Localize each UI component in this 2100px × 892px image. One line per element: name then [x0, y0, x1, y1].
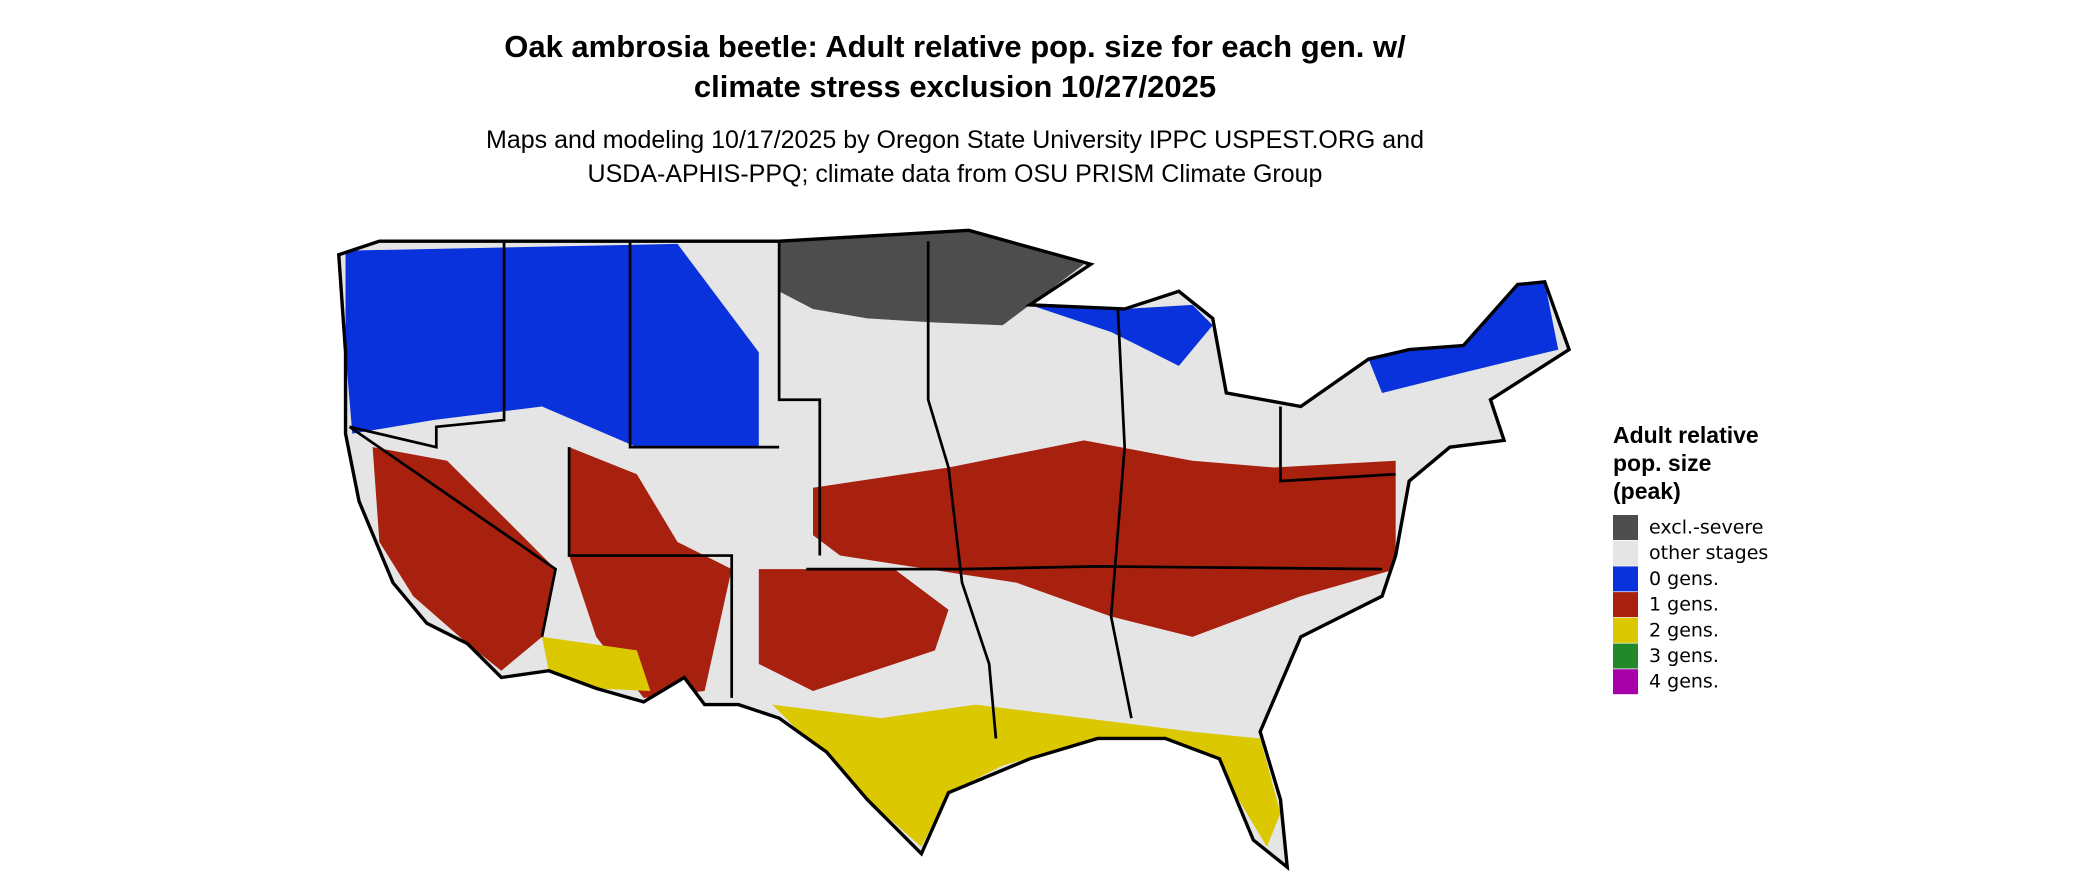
legend-title: (peak): [1613, 478, 1681, 504]
legend-label: 0 gens.: [1649, 568, 1719, 590]
legend-swatch: [1613, 566, 1638, 592]
state-lines: [348, 241, 1396, 739]
region: [372, 447, 556, 671]
region: [813, 440, 1396, 637]
region: [1029, 304, 1213, 366]
legend-label: 4 gens.: [1649, 671, 1719, 693]
legend-swatch: [1613, 617, 1638, 643]
region: [758, 569, 949, 692]
legend-label: excl.-severe: [1649, 517, 1764, 539]
legend-swatch: [1613, 669, 1638, 695]
legend-label: other stages: [1649, 542, 1768, 564]
country-outline: [336, 228, 1572, 872]
region: [569, 447, 732, 698]
legend-label: 1 gens.: [1649, 594, 1719, 616]
legend-title: Adult relative: [1613, 422, 1759, 448]
legend-title: pop. size: [1613, 450, 1711, 476]
legend-swatch: [1613, 592, 1638, 618]
legend: Adult relative pop. size (peak) excl.-se…: [1613, 422, 1768, 695]
region: [1368, 281, 1559, 393]
legend-swatch: [1613, 540, 1638, 566]
map: [336, 228, 1572, 872]
region: [345, 243, 759, 448]
region: [779, 230, 1084, 326]
subtitle: USDA-APHIS-PPQ; climate data from OSU PR…: [588, 160, 1323, 188]
title: climate stress exclusion 10/27/2025: [694, 69, 1216, 104]
legend-swatch: [1613, 515, 1638, 540]
legend-label: 3 gens.: [1649, 645, 1719, 667]
legend-label: 2 gens.: [1649, 619, 1719, 641]
legend-swatch: [1613, 643, 1638, 669]
subtitle: Maps and modeling 10/17/2025 by Oregon S…: [486, 126, 1424, 154]
title: Oak ambrosia beetle: Adult relative pop.…: [504, 29, 1406, 64]
